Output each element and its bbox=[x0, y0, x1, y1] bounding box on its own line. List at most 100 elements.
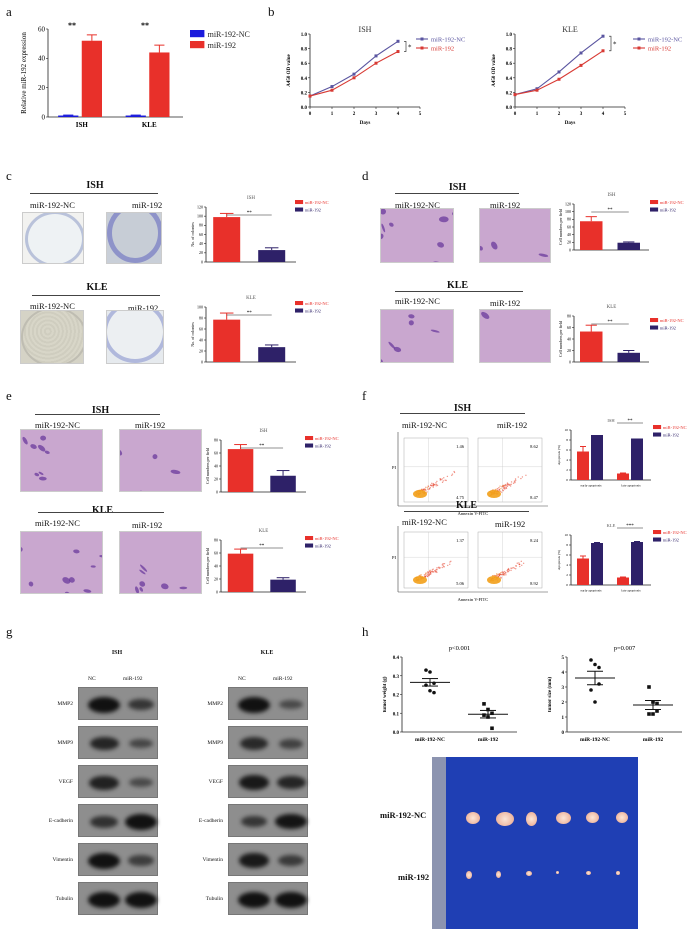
svg-text:60: 60 bbox=[567, 325, 571, 330]
svg-text:KLE: KLE bbox=[562, 25, 578, 34]
svg-text:0.0: 0.0 bbox=[506, 106, 513, 111]
svg-text:miR-192-NC: miR-192-NC bbox=[648, 37, 682, 44]
svg-text:**: ** bbox=[259, 544, 265, 549]
chart-apoptosis-kle: KLE0246810Apoptosis (%)early apoptosis la… bbox=[555, 505, 699, 595]
tumor-specimen bbox=[526, 812, 537, 826]
wb-blot-vegf bbox=[228, 765, 308, 798]
chart-invasion-ish: ISH 0 20 40 60 80 Cell numbers per field ** miR-… bbox=[205, 410, 350, 500]
tumor-specimen bbox=[466, 871, 472, 879]
svg-text:**: ** bbox=[68, 21, 76, 30]
svg-text:100: 100 bbox=[197, 304, 203, 309]
tumor-row-label-nc: miR-192-NC bbox=[380, 810, 426, 820]
svg-text:Cell numbers per field: Cell numbers per field bbox=[558, 321, 563, 357]
svg-text:0.8: 0.8 bbox=[506, 48, 513, 53]
e-kle-header: KLE bbox=[40, 505, 165, 516]
svg-text:PI: PI bbox=[392, 465, 397, 470]
svg-text:ISH: ISH bbox=[607, 193, 615, 198]
svg-text:p=0.007: p=0.007 bbox=[614, 645, 636, 652]
svg-text:0.3: 0.3 bbox=[393, 675, 400, 680]
svg-text:2: 2 bbox=[566, 468, 568, 472]
svg-text:40: 40 bbox=[567, 232, 571, 237]
svg-text:0: 0 bbox=[42, 113, 46, 121]
svg-text:0: 0 bbox=[514, 112, 517, 117]
migration-image-kle-nc bbox=[380, 309, 454, 363]
svg-text:miR-192-NC: miR-192-NC bbox=[660, 318, 684, 323]
svg-text:Annexin V-FITC: Annexin V-FITC bbox=[458, 597, 489, 602]
svg-text:0: 0 bbox=[566, 478, 568, 482]
svg-text:miR-192-NC: miR-192-NC bbox=[663, 530, 687, 535]
svg-text:100: 100 bbox=[565, 209, 571, 214]
protein-band bbox=[88, 892, 120, 908]
svg-text:1: 1 bbox=[331, 112, 334, 117]
tumor-row-label-mir: miR-192 bbox=[398, 872, 429, 882]
svg-text:0: 0 bbox=[566, 583, 568, 587]
wb-row-label: Tubulin bbox=[173, 896, 223, 902]
svg-text:60: 60 bbox=[214, 450, 218, 455]
chart-colonies-kle: KLE020406080100No. of colonies**miR-192-… bbox=[190, 278, 350, 368]
svg-text:6: 6 bbox=[566, 553, 568, 557]
svg-text:miR-192: miR-192 bbox=[315, 543, 331, 548]
svg-text:0: 0 bbox=[201, 259, 203, 264]
d-kle-divider bbox=[395, 291, 523, 292]
svg-text:4: 4 bbox=[397, 112, 400, 117]
svg-text:KLE: KLE bbox=[607, 305, 617, 310]
invasion-image-ish-nc bbox=[20, 429, 103, 492]
svg-text:60: 60 bbox=[199, 232, 203, 237]
svg-text:1.0: 1.0 bbox=[301, 33, 308, 38]
wb-blot-mmp9 bbox=[228, 726, 308, 759]
chart-tumor-weight: p<0.0010.00.10.20.30.4tumor weight (g)mi… bbox=[380, 640, 530, 745]
tumor-photo bbox=[432, 757, 638, 929]
wb-row-label: Vimentin bbox=[173, 857, 223, 863]
protein-band bbox=[279, 739, 304, 749]
c-ish-header: ISH bbox=[30, 180, 160, 191]
tumor-specimen bbox=[556, 812, 571, 824]
svg-text:40: 40 bbox=[199, 241, 203, 246]
panel-label-e: e bbox=[6, 388, 12, 404]
protein-band bbox=[279, 700, 303, 709]
colony-dish-ish-mir bbox=[106, 212, 162, 264]
svg-text:miR-192: miR-192 bbox=[305, 308, 321, 313]
svg-text:**: ** bbox=[141, 21, 149, 30]
stained-cells bbox=[480, 209, 550, 262]
svg-text:0.4: 0.4 bbox=[506, 77, 513, 82]
stained-cells bbox=[120, 430, 201, 491]
svg-text:miR-192-NC: miR-192-NC bbox=[663, 425, 687, 430]
svg-text:Days: Days bbox=[360, 121, 371, 126]
protein-band bbox=[241, 816, 268, 828]
svg-text:**: ** bbox=[628, 419, 634, 424]
protein-band bbox=[238, 892, 270, 908]
svg-text:miR-192: miR-192 bbox=[478, 737, 498, 743]
c-ish-divider bbox=[30, 193, 158, 194]
wb-blot-tubulin bbox=[78, 882, 158, 915]
svg-text:0.8: 0.8 bbox=[301, 48, 308, 53]
svg-text:80: 80 bbox=[567, 217, 571, 222]
chart-apoptosis-ish: ISH0246810Apoptosis (%)early apoptosis la… bbox=[555, 400, 699, 490]
svg-text:8.24: 8.24 bbox=[530, 538, 539, 543]
svg-text:0: 0 bbox=[309, 112, 312, 117]
svg-text:5: 5 bbox=[562, 656, 565, 661]
f-kle-divider bbox=[404, 511, 529, 512]
svg-text:early apoptosis: early apoptosis bbox=[580, 589, 602, 593]
svg-text:miR-192-NC: miR-192-NC bbox=[431, 37, 465, 44]
svg-text:80: 80 bbox=[567, 313, 571, 318]
panel-label-h: h bbox=[362, 624, 369, 640]
svg-text:miR-192-NC: miR-192-NC bbox=[305, 200, 329, 205]
protein-band bbox=[238, 697, 270, 713]
chart-invasion-kle: KLE 0 20 40 60 80 Cell numbers per field ** miR-… bbox=[205, 510, 350, 600]
tumor-specimen bbox=[556, 871, 559, 874]
svg-text:A450 OD value: A450 OD value bbox=[492, 53, 497, 86]
svg-text:miR-192: miR-192 bbox=[305, 207, 321, 212]
svg-text:0.6: 0.6 bbox=[301, 62, 308, 67]
svg-text:40: 40 bbox=[214, 463, 218, 468]
protein-band bbox=[88, 697, 120, 713]
stained-cells bbox=[381, 209, 453, 262]
chart-tumor-size: p=0.007012345tumor size (mm)miR-192-NC mi… bbox=[545, 640, 695, 745]
svg-text:KLE: KLE bbox=[142, 121, 157, 129]
svg-text:40: 40 bbox=[199, 337, 203, 342]
svg-text:0: 0 bbox=[216, 589, 218, 594]
protein-band bbox=[239, 775, 270, 790]
panel-label-g: g bbox=[6, 624, 13, 640]
wb-column-label: miR-192 bbox=[273, 676, 293, 682]
svg-text:0.2: 0.2 bbox=[393, 694, 400, 699]
stained-cells bbox=[480, 310, 550, 362]
